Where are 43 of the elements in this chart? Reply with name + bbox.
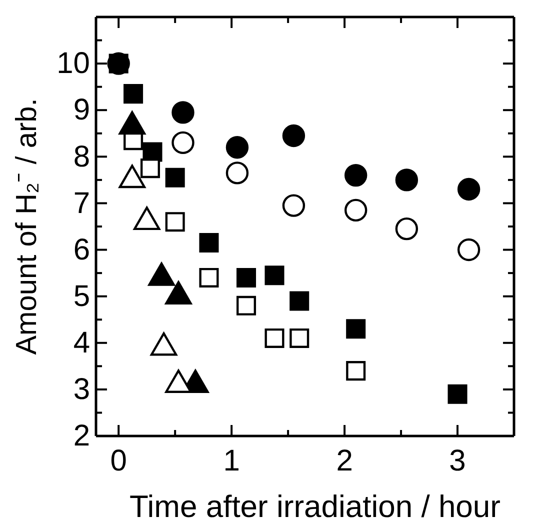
x-tick-label: 0	[110, 444, 127, 478]
point	[282, 194, 306, 217]
x-tick-label: 2	[336, 444, 353, 478]
point	[395, 168, 418, 192]
point	[140, 158, 160, 178]
point	[344, 198, 368, 222]
point	[395, 218, 418, 240]
y-tick-label: 7	[73, 186, 90, 220]
point	[346, 361, 366, 381]
point	[264, 328, 284, 348]
point	[457, 238, 480, 262]
point	[290, 291, 310, 311]
point	[226, 162, 249, 184]
y-axis-title: Amount of H₂⁻ / arb.	[11, 98, 43, 355]
point	[108, 54, 128, 74]
point	[448, 384, 468, 404]
point	[457, 178, 480, 201]
point	[264, 266, 284, 286]
y-tick-label: 3	[73, 373, 90, 406]
point	[172, 101, 194, 124]
point	[199, 268, 219, 288]
point	[199, 233, 219, 253]
y-tick-label: 9	[73, 94, 90, 127]
point	[172, 131, 194, 154]
y-tick-label: 5	[73, 280, 90, 313]
point	[282, 124, 306, 148]
point	[344, 164, 368, 187]
x-tick-label: 1	[223, 444, 240, 478]
x-axis-title: Time after irradiation / hour	[129, 489, 501, 524]
y-tick-label: 2	[73, 420, 90, 453]
x-tick-label: 3	[449, 444, 466, 478]
point	[165, 168, 185, 188]
point	[165, 212, 185, 232]
y-tick-label: 4	[73, 326, 90, 360]
point	[236, 296, 256, 316]
point	[226, 136, 249, 159]
point	[346, 319, 366, 339]
y-tick-label: 6	[73, 233, 90, 266]
point	[236, 268, 256, 288]
point	[290, 328, 310, 348]
y-tick-label: 10	[56, 47, 90, 80]
point	[124, 84, 144, 104]
y-tick-label: 8	[73, 140, 90, 174]
